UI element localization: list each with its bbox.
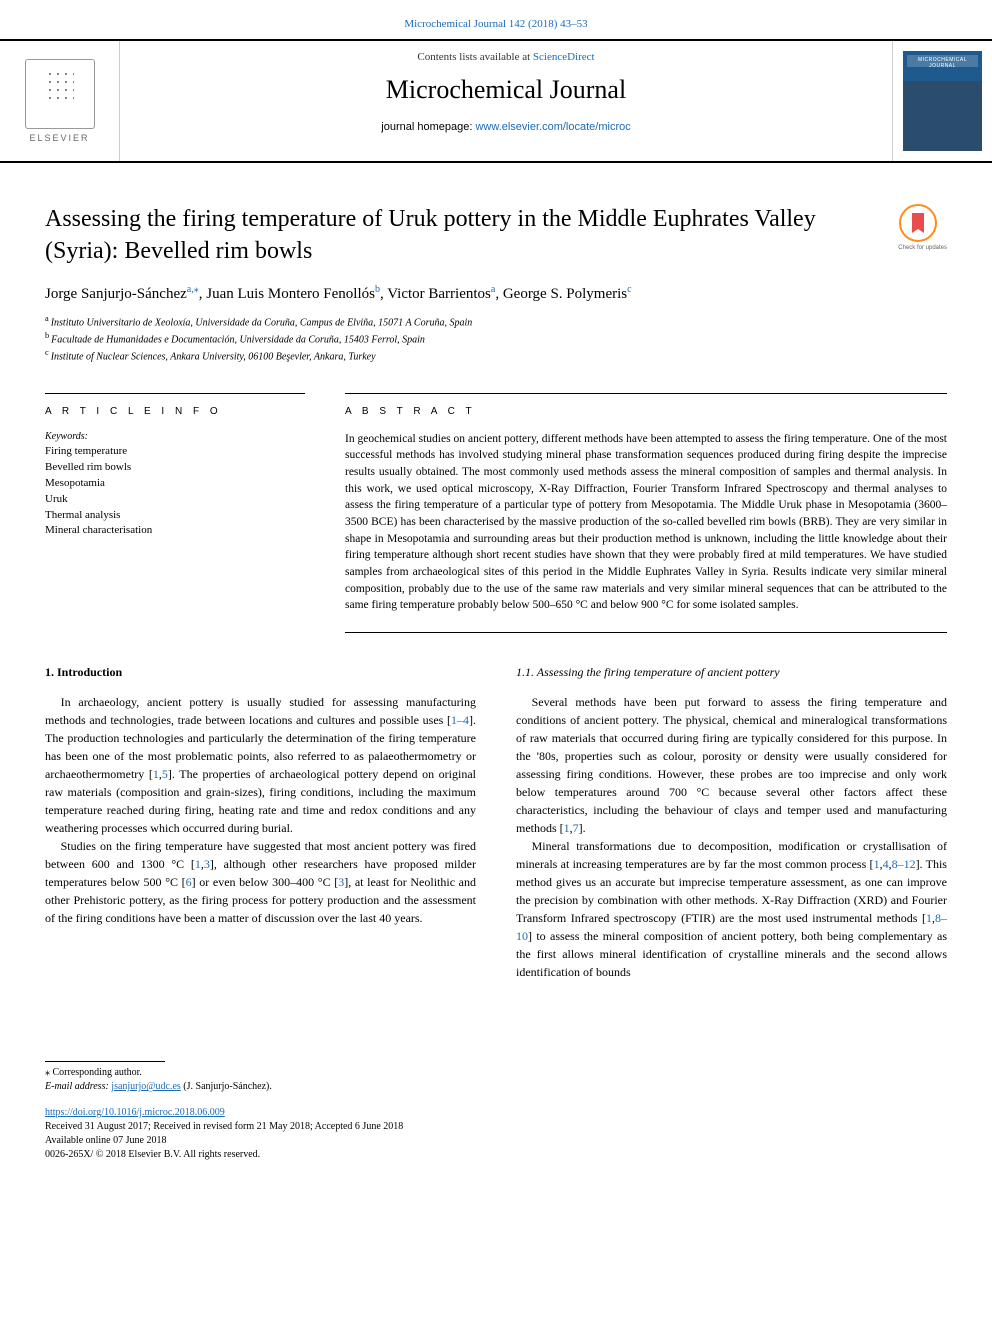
cover-label: MICROCHEMICAL JOURNAL [907, 57, 978, 69]
email-link[interactable]: jsanjurjo@udc.es [111, 1081, 180, 1092]
affiliation-a: aInstituto Universitario de Xeoloxía, Un… [45, 313, 947, 330]
ref-link[interactable]: 1 [564, 821, 570, 835]
article-info: A R T I C L E I N F O Keywords: Firing t… [45, 393, 305, 633]
ref-link[interactable]: 8–12 [892, 857, 916, 871]
ref-link[interactable]: 1 [926, 911, 932, 925]
author-1: Jorge Sanjurjo-Sánchez [45, 286, 187, 302]
abstract-divider [345, 632, 947, 633]
affiliation-c: cInstitute of Nuclear Sciences, Ankara U… [45, 347, 947, 364]
keyword: Uruk [45, 492, 305, 508]
authors: Jorge Sanjurjo-Sáncheza,⁎, Juan Luis Mon… [45, 284, 947, 303]
author-3: , Victor Barrientos [380, 286, 491, 302]
cover-thumbnail: MICROCHEMICAL JOURNAL [903, 51, 982, 151]
affiliation-b: bFacultade de Humanidades e Documentació… [45, 330, 947, 347]
paragraph: Several methods have been put forward to… [516, 693, 947, 837]
abstract: A B S T R A C T In geochemical studies o… [345, 393, 947, 633]
keywords-list: Firing temperature Bevelled rim bowls Me… [45, 444, 305, 540]
section-1-heading: 1. Introduction [45, 663, 476, 681]
elsevier-tree-icon [25, 59, 95, 129]
paragraph: Mineral transformations due to decomposi… [516, 837, 947, 981]
paragraph: Studies on the firing temperature have s… [45, 837, 476, 927]
abstract-heading: A B S T R A C T [345, 406, 947, 417]
homepage-link[interactable]: www.elsevier.com/locate/microc [475, 121, 630, 133]
ref-link[interactable]: 1–4 [451, 713, 469, 727]
journal-name: Microchemical Journal [140, 75, 872, 105]
abstract-text: In geochemical studies on ancient potter… [345, 431, 947, 614]
author-4-affil: c [627, 284, 631, 295]
paragraph: In archaeology, ancient pottery is usual… [45, 693, 476, 837]
article-content: Assessing the firing temperature of Uruk… [0, 163, 992, 1011]
publisher-logo: ELSEVIER [0, 41, 120, 161]
footer: ⁎ Corresponding author. E-mail address: … [0, 1061, 992, 1192]
keyword: Mineral characterisation [45, 523, 305, 539]
body-columns: 1. Introduction In archaeology, ancient … [45, 663, 947, 981]
keyword: Bevelled rim bowls [45, 460, 305, 476]
sciencedirect-link[interactable]: ScienceDirect [533, 51, 595, 63]
subsection-heading: 1.1. Assessing the firing temperature of… [516, 663, 947, 681]
check-updates-icon [898, 203, 938, 243]
article-info-heading: A R T I C L E I N F O [45, 406, 305, 417]
right-column: 1.1. Assessing the firing temperature of… [516, 663, 947, 981]
meta-block: https://doi.org/10.1016/j.microc.2018.06… [45, 1106, 947, 1162]
journal-citation-link[interactable]: Microchemical Journal 142 (2018) 43–53 [404, 18, 587, 30]
journal-cover: MICROCHEMICAL JOURNAL [892, 41, 992, 161]
article-title: Assessing the firing temperature of Uruk… [45, 203, 898, 268]
keyword: Firing temperature [45, 444, 305, 460]
header-center: Contents lists available at ScienceDirec… [120, 41, 892, 161]
ref-link[interactable]: 1 [874, 857, 880, 871]
copyright: 0026-265X/ © 2018 Elsevier B.V. All righ… [45, 1149, 260, 1160]
top-banner: Microchemical Journal 142 (2018) 43–53 [0, 0, 992, 39]
keywords-label: Keywords: [45, 431, 305, 442]
contents-line: Contents lists available at ScienceDirec… [140, 51, 872, 63]
homepage-line: journal homepage: www.elsevier.com/locat… [140, 121, 872, 133]
received-dates: Received 31 August 2017; Received in rev… [45, 1121, 403, 1132]
keyword: Mesopotamia [45, 476, 305, 492]
info-abstract-row: A R T I C L E I N F O Keywords: Firing t… [45, 393, 947, 633]
homepage-prefix: journal homepage: [381, 121, 475, 133]
updates-badge-wrap[interactable]: Check for updates [898, 203, 947, 251]
footer-rule [45, 1061, 165, 1062]
ref-link[interactable]: 4 [883, 857, 889, 871]
updates-caption: Check for updates [898, 245, 947, 251]
left-column: 1. Introduction In archaeology, ancient … [45, 663, 476, 981]
available-date: Available online 07 June 2018 [45, 1135, 166, 1146]
author-1-affil: a,⁎ [187, 284, 199, 295]
author-4: , George S. Polymeris [495, 286, 627, 302]
corresponding-note: ⁎ Corresponding author. E-mail address: … [45, 1066, 947, 1094]
journal-header: ELSEVIER Contents lists available at Sci… [0, 39, 992, 163]
author-2: , Juan Luis Montero Fenollós [199, 286, 375, 302]
contents-prefix: Contents lists available at [417, 51, 532, 63]
affiliations: aInstituto Universitario de Xeoloxía, Un… [45, 313, 947, 365]
ref-link[interactable]: 1 [195, 857, 201, 871]
doi-link[interactable]: https://doi.org/10.1016/j.microc.2018.06… [45, 1107, 225, 1118]
ref-link[interactable]: 1 [153, 767, 159, 781]
publisher-name: ELSEVIER [29, 133, 89, 143]
title-row: Assessing the firing temperature of Uruk… [45, 203, 947, 268]
keyword: Thermal analysis [45, 508, 305, 524]
